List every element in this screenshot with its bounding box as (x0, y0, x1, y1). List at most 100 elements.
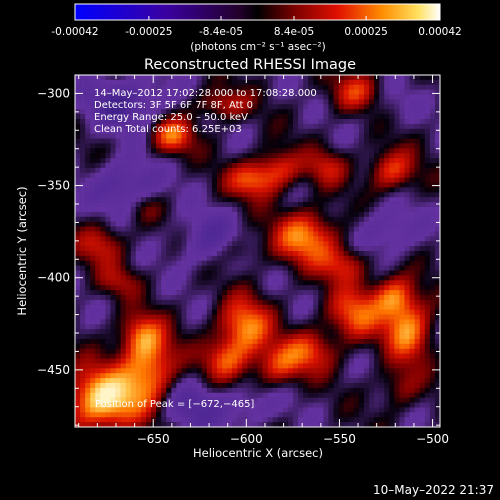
heatmap-cell (298, 285, 304, 291)
heatmap-cell (191, 368, 197, 374)
heatmap-cell (216, 246, 223, 252)
heatmap-cell (237, 75, 243, 81)
heatmap-cell (434, 280, 441, 286)
heatmap-cell (369, 309, 375, 315)
heatmap-cell (247, 89, 253, 95)
heatmap-cell (130, 339, 137, 345)
heatmap-cell (404, 109, 410, 115)
heatmap-cell (272, 128, 279, 134)
heatmap-cell (242, 192, 248, 198)
heatmap-cell (384, 182, 390, 188)
heatmap-cell (252, 148, 258, 154)
heatmap-cell (389, 226, 395, 232)
heatmap-cell (414, 343, 421, 350)
heatmap-cell (80, 412, 86, 418)
heatmap-cell (156, 163, 162, 169)
heatmap-cell (247, 94, 253, 100)
heatmap-cell (237, 123, 243, 130)
heatmap-cell (222, 339, 228, 345)
heatmap-cell (318, 387, 324, 394)
heatmap-cell (277, 324, 284, 330)
heatmap-cell (303, 99, 309, 105)
heatmap-cell (363, 309, 370, 315)
heatmap-cell (348, 207, 355, 213)
heatmap-cell (105, 138, 111, 144)
heatmap-cell (313, 211, 319, 218)
heatmap-cell (176, 75, 182, 81)
heatmap-cell (171, 172, 177, 178)
heatmap-cell (338, 216, 344, 222)
heatmap-cell (298, 216, 304, 222)
heatmap-cell (333, 128, 339, 134)
heatmap-cell (171, 383, 177, 389)
heatmap-cell (247, 158, 253, 164)
heatmap-cell (110, 226, 116, 232)
heatmap-cell (80, 163, 86, 169)
heatmap-cell (374, 207, 380, 213)
heatmap-cell (369, 260, 375, 266)
heatmap-cell (181, 202, 187, 208)
heatmap-cell (298, 138, 304, 144)
heatmap-cell (176, 295, 182, 301)
heatmap-cell (156, 387, 162, 394)
heatmap-cell (216, 407, 223, 413)
heatmap-cell (171, 339, 177, 345)
heatmap-cell (227, 221, 233, 227)
heatmap-cell (216, 241, 223, 247)
heatmap-cell (303, 119, 309, 125)
heatmap-cell (232, 128, 238, 134)
chart-title: Reconstructed RHESSI Image (144, 57, 356, 73)
heatmap-cell (196, 373, 203, 379)
heatmap-cell (100, 246, 106, 252)
heatmap-cell (151, 329, 157, 335)
heatmap-cell (100, 412, 106, 418)
heatmap-cell (237, 324, 243, 330)
heatmap-cell (257, 172, 263, 178)
heatmap-cell (252, 109, 258, 115)
heatmap-cell (145, 285, 152, 291)
heatmap-cell (75, 285, 81, 291)
heatmap-cell (206, 304, 213, 310)
heatmap-cell (404, 378, 410, 384)
heatmap-cell (358, 207, 365, 213)
heatmap-cell (424, 236, 431, 242)
heatmap-cell (120, 143, 126, 149)
heatmap-cell (196, 182, 203, 188)
heatmap-cell (429, 363, 436, 369)
heatmap-cell (419, 270, 426, 276)
heatmap-cell (247, 187, 253, 193)
heatmap-cell (90, 378, 96, 384)
heatmap-cell (247, 226, 253, 232)
heatmap-cell (343, 383, 350, 389)
heatmap-cell (105, 246, 111, 252)
heatmap-cell (313, 123, 319, 130)
heatmap-cell (409, 304, 415, 310)
heatmap-cell (151, 397, 157, 403)
heatmap-cell (323, 94, 329, 100)
heatmap-cell (353, 392, 360, 398)
heatmap-cell (323, 84, 329, 90)
heatmap-cell (156, 339, 162, 345)
heatmap-cell (242, 187, 248, 193)
heatmap-cell (394, 172, 400, 178)
heatmap-cell (156, 397, 162, 403)
heatmap-cell (394, 387, 400, 394)
heatmap-cell (277, 319, 284, 325)
heatmap-cell (186, 251, 192, 257)
heatmap-cell (303, 255, 309, 262)
heatmap-cell (120, 133, 126, 139)
heatmap-cell (389, 99, 395, 105)
heatmap-cell (201, 99, 208, 105)
heatmap-cell (196, 79, 203, 86)
heatmap-cell (353, 143, 360, 149)
heatmap-cell (140, 329, 147, 335)
heatmap-cell (191, 128, 197, 134)
heatmap-cell (140, 285, 147, 291)
heatmap-cell (161, 383, 167, 389)
heatmap-cell (171, 270, 177, 276)
heatmap-cell (237, 99, 243, 105)
heatmap-cell (227, 363, 233, 369)
heatmap-cell (313, 343, 319, 350)
heatmap-cell (140, 128, 147, 134)
heatmap-cell (252, 343, 258, 350)
